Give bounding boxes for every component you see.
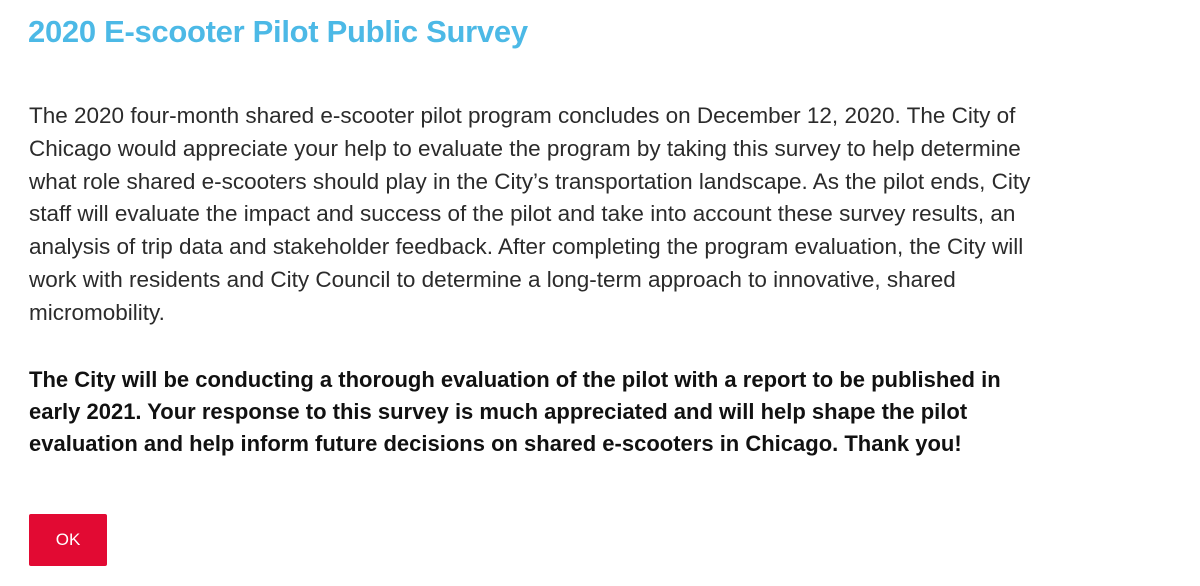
evaluation-note: The City will be conducting a thorough e… (29, 364, 1189, 460)
intro-line: work with residents and City Council to … (29, 266, 956, 292)
note-line: The City will be conducting a thorough e… (29, 367, 1001, 392)
intro-paragraph: The 2020 four-month shared e-scooter pil… (29, 100, 1189, 330)
intro-line: Chicago would appreciate your help to ev… (29, 135, 1021, 161)
page-title: 2020 E-scooter Pilot Public Survey (28, 14, 528, 49)
ok-button[interactable]: OK (29, 514, 107, 566)
intro-line: micromobility. (29, 299, 165, 325)
note-line: evaluation and help inform future decisi… (29, 431, 962, 456)
intro-line: what role shared e-scooters should play … (29, 168, 1031, 194)
intro-line: staff will evaluate the impact and succe… (29, 201, 1016, 227)
intro-line: analysis of trip data and stakeholder fe… (29, 234, 1024, 260)
note-line: early 2021. Your response to this survey… (29, 399, 968, 424)
intro-line: The 2020 four-month shared e-scooter pil… (29, 103, 1016, 128)
